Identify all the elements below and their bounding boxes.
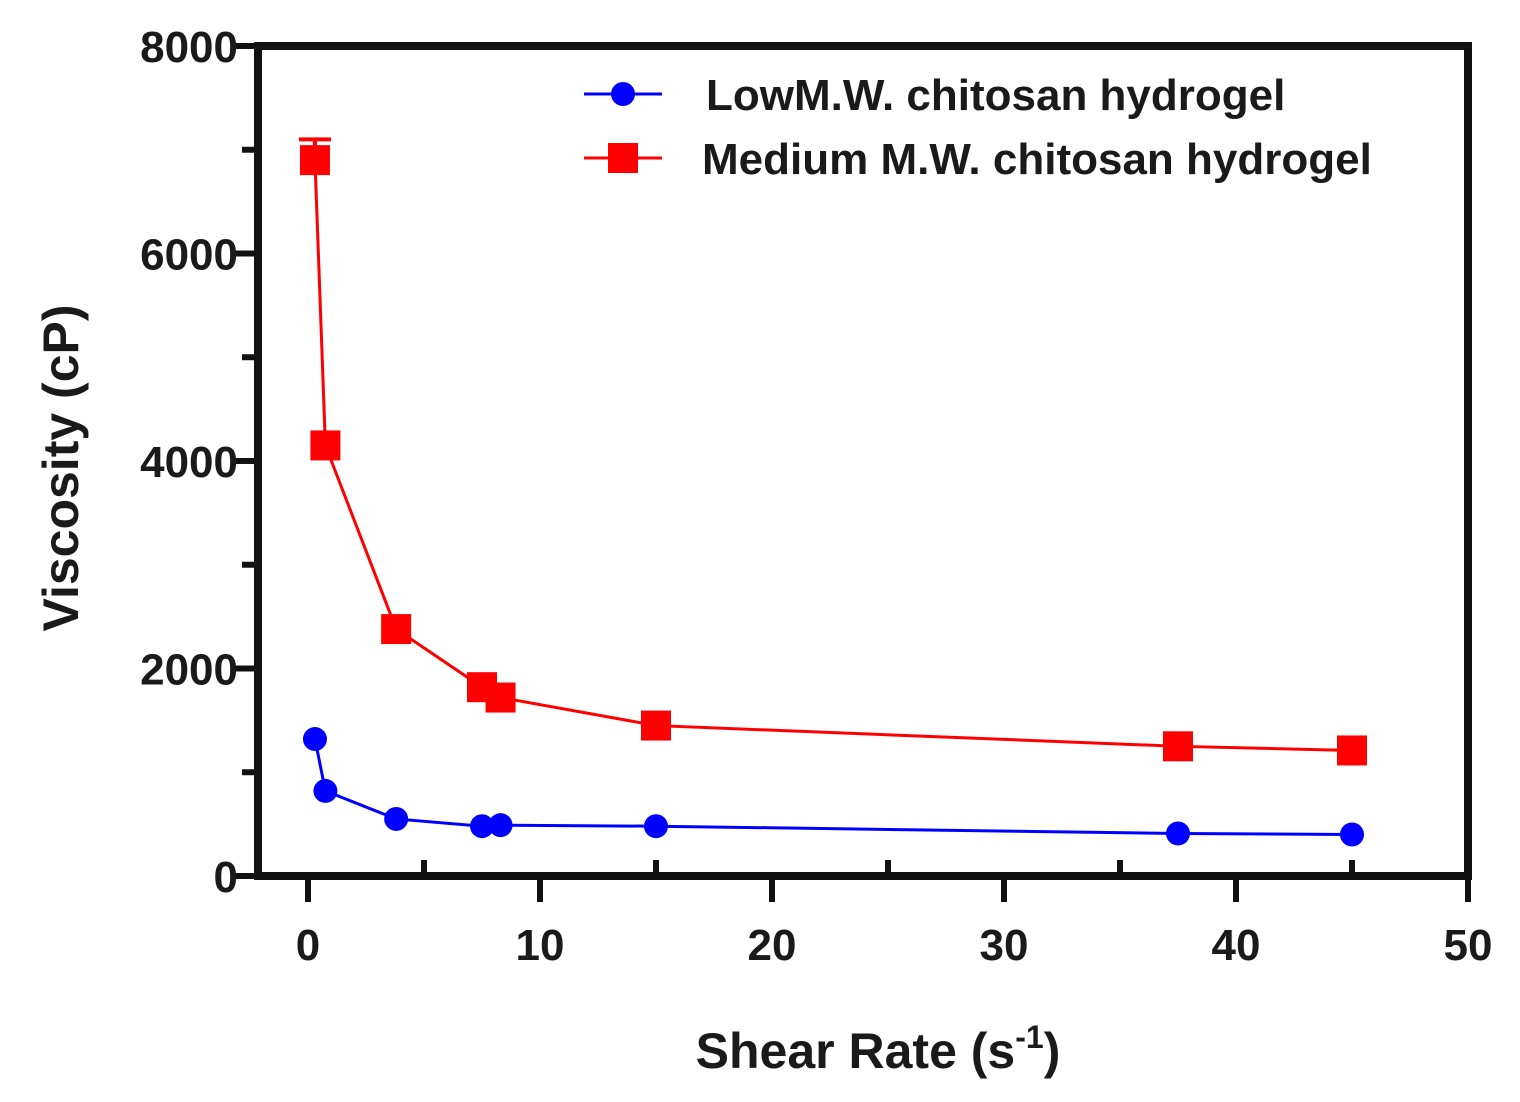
series-medium-mw [298, 137, 1367, 766]
x-axis-title-main: Shear Rate (s [696, 1023, 1016, 1079]
data-point-circle [470, 814, 494, 839]
legend-label: LowM.W. chitosan hydrogel [706, 71, 1285, 120]
series-low-mw [302, 727, 1364, 847]
y-axis-ticks: 0 2000 4000 6000 8000 [140, 23, 258, 902]
x-tick-label: 0 [296, 921, 320, 970]
legend: LowM.W. chitosan hydrogel Medium M.W. chi… [584, 71, 1372, 184]
series-layer [298, 137, 1367, 847]
data-point-square [1163, 731, 1193, 762]
y-tick-label: 8000 [140, 23, 238, 72]
legend-marker-square [608, 143, 638, 173]
data-point-circle [488, 813, 513, 838]
y-tick-label: 2000 [140, 646, 238, 695]
x-axis-title: Shear Rate (s-1) [696, 1019, 1061, 1079]
data-point-circle [313, 778, 338, 803]
data-point-square [1337, 735, 1367, 766]
x-axis-ticks: 0 10 20 30 40 50 [296, 860, 1493, 970]
series-line [313, 160, 1353, 752]
x-tick-label: 10 [516, 921, 565, 970]
x-axis-title-superscript: -1 [1015, 1019, 1043, 1055]
y-tick-label: 0 [214, 853, 238, 902]
data-point-square [299, 145, 330, 176]
x-tick-label: 50 [1444, 921, 1493, 970]
y-tick-label: 4000 [140, 438, 238, 487]
legend-marker-circle [611, 82, 635, 106]
series-line [313, 738, 1353, 836]
data-point-circle [1166, 821, 1190, 846]
data-point-square [381, 614, 412, 645]
x-tick-label: 40 [1212, 921, 1261, 970]
data-point-circle [1340, 822, 1364, 847]
y-axis-title: Viscosity (cP) [33, 304, 89, 631]
legend-label: Medium M.W. chitosan hydrogel [702, 135, 1372, 184]
x-tick-label: 20 [748, 921, 797, 970]
data-point-circle [384, 806, 409, 831]
data-point-square [485, 682, 516, 713]
x-tick-label: 30 [980, 921, 1029, 970]
data-point-circle [302, 727, 327, 752]
y-tick-label: 6000 [140, 231, 238, 280]
data-point-circle [644, 814, 668, 839]
data-point-square [310, 430, 341, 461]
x-axis-title-close: ) [1044, 1023, 1061, 1079]
data-point-square [641, 710, 671, 741]
